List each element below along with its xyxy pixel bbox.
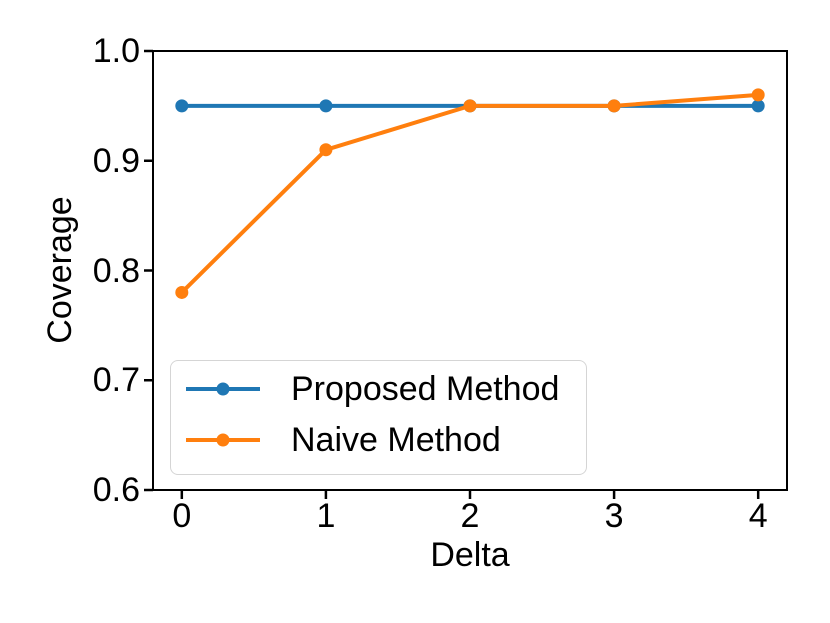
legend-label-naive-method: Naive Method (291, 421, 501, 459)
series-line-naive-method (180, 92, 759, 294)
data-point (463, 99, 477, 113)
y-ticks (144, 49, 153, 492)
data-point (751, 99, 765, 113)
x-tick-label: 2 (460, 497, 480, 535)
data-point (319, 99, 333, 113)
legend-line-sample-naive (186, 433, 260, 447)
x-tick-label: 4 (748, 497, 768, 535)
legend-item-proposed-method: Proposed Method (185, 371, 559, 407)
y-tick-label: 0.8 (92, 251, 140, 290)
x-tick-label: 0 (172, 497, 192, 535)
series-markers-naive-method (175, 88, 765, 299)
data-point (607, 99, 621, 113)
x-axis-label: Delta (430, 536, 510, 574)
x-tick-label: 3 (604, 497, 624, 535)
y-tick-label: 0.9 (92, 141, 140, 180)
legend: Proposed Method Naive Method (170, 360, 587, 475)
data-point (319, 143, 333, 157)
x-tick-label: 1 (316, 497, 336, 535)
data-point (175, 99, 189, 113)
legend-marker-icon (216, 433, 230, 447)
legend-marker-icon (216, 382, 230, 396)
y-tick-label: 0.7 (92, 361, 140, 400)
y-tick-label: 1.0 (92, 32, 140, 70)
y-tick-label: 0.6 (92, 471, 140, 509)
x-ticks (180, 490, 760, 499)
legend-item-naive-method: Naive Method (185, 422, 501, 458)
y-axis-label: Coverage (41, 196, 79, 344)
data-point (175, 285, 189, 299)
legend-line-sample-proposed (186, 382, 260, 396)
data-point (751, 88, 765, 102)
legend-label-proposed-method: Proposed Method (291, 370, 560, 408)
